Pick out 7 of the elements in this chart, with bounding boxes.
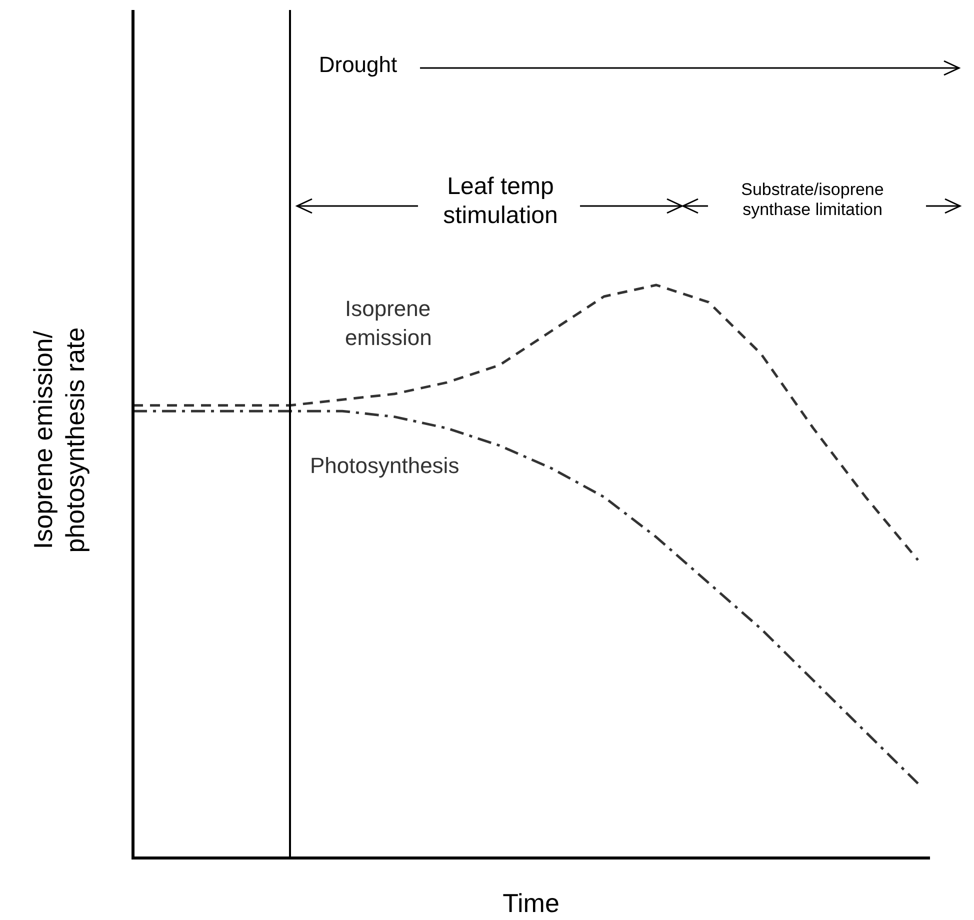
series-label: Photosynthesis	[310, 452, 460, 480]
text: Leaf temp stimulation	[442, 173, 559, 231]
text: Drought	[318, 52, 398, 78]
text: Substrate/isoprene synthase limitation	[740, 180, 885, 221]
y-axis-title: Isoprene emission/photosynthesis rate	[28, 327, 90, 553]
series-label: Isoprene emission	[345, 295, 433, 352]
x-axis-title: Time	[502, 888, 560, 918]
